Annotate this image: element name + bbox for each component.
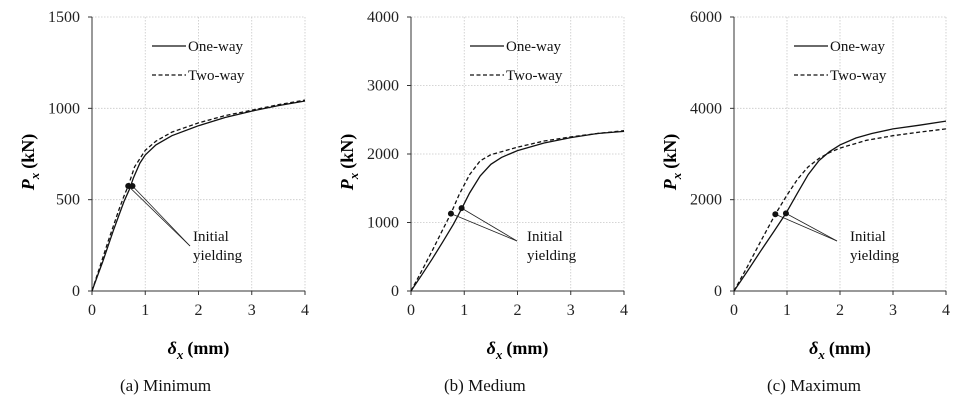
annotation-leader-line	[132, 185, 191, 247]
legend-label: Two-way	[188, 68, 245, 84]
initial-yield-marker	[125, 182, 132, 189]
initial-yield-marker	[447, 210, 454, 217]
y-tick-label: 4000	[367, 9, 399, 26]
y-axis-label: Px(kN)	[660, 134, 684, 192]
x-axis-label: δx (mm)	[487, 338, 549, 362]
annotation-leader-line	[450, 213, 518, 242]
x-tick-label: 3	[889, 302, 897, 319]
caption-medium: (b) Medium	[444, 376, 526, 395]
x-tick-label: 0	[730, 302, 738, 319]
y-tick-label: 1500	[48, 9, 80, 26]
annotation-leader-line	[775, 213, 838, 242]
annotation-text: Initial	[527, 229, 563, 245]
annotation-leader-line	[461, 207, 518, 242]
x-tick-label: 4	[942, 302, 950, 319]
x-tick-label: 4	[620, 302, 628, 319]
series-line-two-way	[410, 130, 625, 292]
series-line-one-way	[733, 120, 947, 292]
x-tick-label: 0	[88, 302, 96, 319]
y-tick-label: 3000	[367, 78, 399, 95]
x-tick-label: 3	[248, 302, 256, 319]
x-tick-label: 2	[836, 302, 844, 319]
x-tick-label: 3	[567, 302, 575, 319]
y-tick-label: 2000	[367, 146, 399, 163]
annotation-leader-line	[127, 185, 191, 247]
chart-panel-1: 0 1 2 3 4 0 1000 2000 3000 4000 Px(kN) δx (mm) Initia…	[337, 9, 628, 362]
x-tick-label: 0	[407, 302, 415, 319]
legend-label: Two-way	[830, 68, 887, 84]
chart-panel-2: 0 1 2 3 4 0 2000 4000 6000 Px(kN) δx (mm) Initial yie…	[660, 9, 950, 362]
y-tick-label: 4000	[690, 100, 722, 117]
series-line-one-way	[91, 100, 306, 292]
y-tick-label: 2000	[690, 192, 722, 209]
series-line-two-way	[91, 99, 306, 292]
x-axis-label: δx (mm)	[809, 338, 871, 362]
y-tick-label: 6000	[690, 9, 722, 26]
caption-maximum: (c) Maximum	[767, 376, 861, 395]
series-line-one-way	[410, 130, 625, 292]
annotation-leader-line	[785, 213, 838, 242]
caption-minimum: (a) Minimum	[120, 376, 212, 395]
annotation-text: yielding	[193, 248, 243, 264]
x-tick-label: 2	[195, 302, 203, 319]
initial-yield-marker	[458, 205, 465, 212]
legend-label: One-way	[830, 39, 885, 55]
initial-yield-marker	[772, 211, 779, 218]
y-tick-label: 0	[391, 283, 399, 300]
y-axis-label: Px(kN)	[337, 134, 361, 192]
legend-label: One-way	[506, 39, 561, 55]
legend-label: Two-way	[506, 68, 563, 84]
annotation-text: yielding	[850, 248, 900, 264]
x-tick-label: 4	[301, 302, 309, 319]
annotation-text: Initial	[193, 229, 229, 245]
legend-label: One-way	[188, 39, 243, 55]
x-tick-label: 2	[514, 302, 522, 319]
y-tick-label: 500	[56, 192, 80, 209]
x-tick-label: 1	[460, 302, 468, 319]
y-tick-label: 0	[72, 283, 80, 300]
x-tick-label: 1	[141, 302, 149, 319]
y-tick-label: 1000	[48, 100, 80, 117]
y-tick-label: 1000	[367, 215, 399, 232]
y-tick-label: 0	[714, 283, 722, 300]
chart-panel-0: 0 1 2 3 4 0 500 1000 1500 Px(kN) δx (mm) Initial yiel…	[18, 9, 309, 362]
initial-yield-marker	[129, 182, 136, 189]
series-line-two-way	[733, 128, 947, 292]
annotation-text: Initial	[850, 229, 886, 245]
initial-yield-marker	[782, 210, 789, 217]
x-axis-label: δx (mm)	[168, 338, 230, 362]
y-axis-label: Px(kN)	[18, 134, 42, 192]
annotation-text: yielding	[527, 248, 577, 264]
x-tick-label: 1	[783, 302, 791, 319]
